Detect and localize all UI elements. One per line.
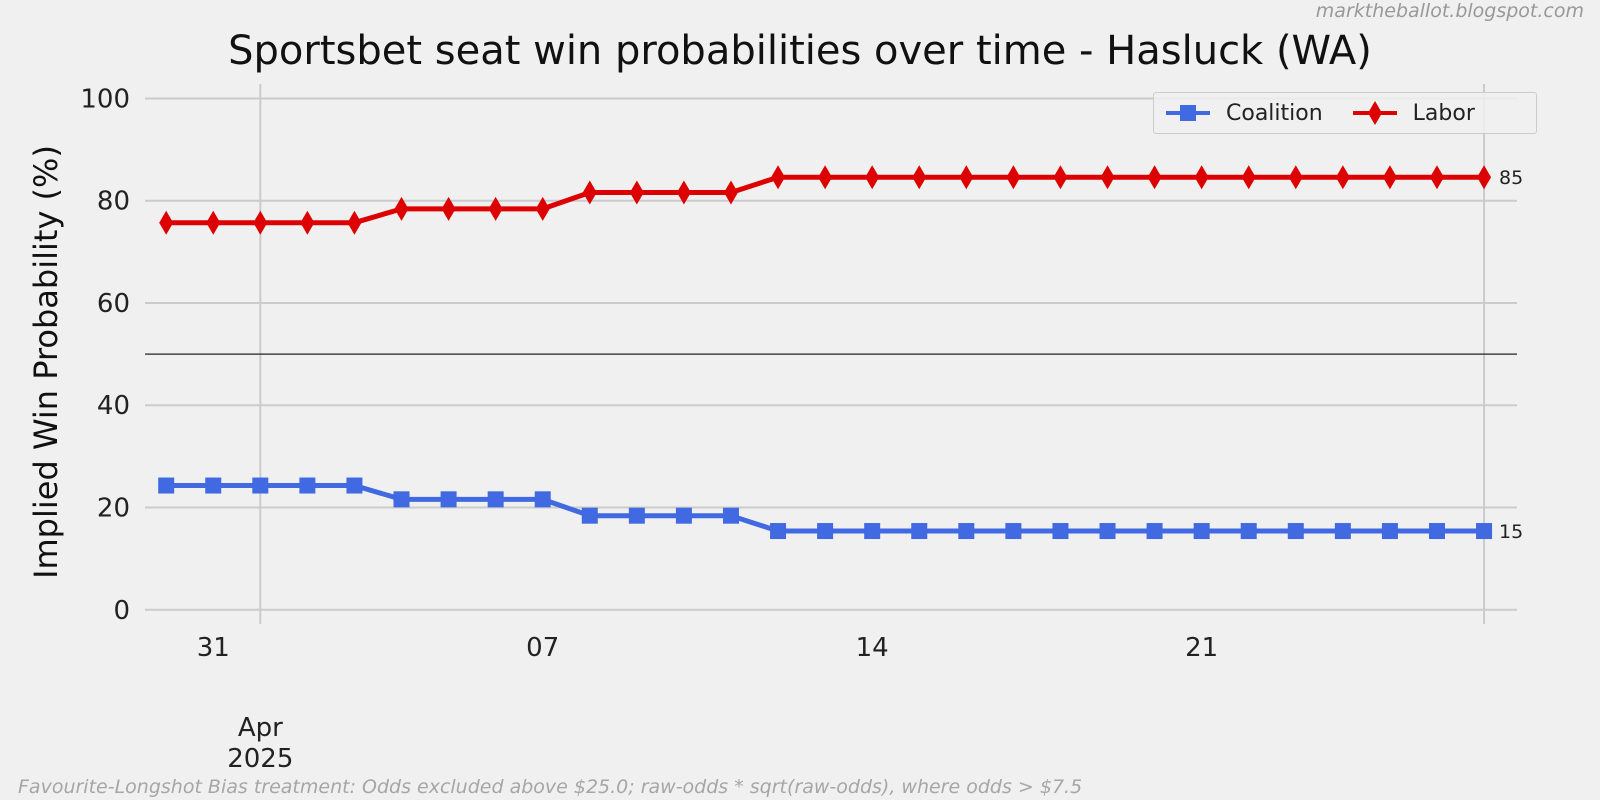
data-point-coalition [911,523,928,540]
legend-item-coalition: Coalition [1164,101,1323,126]
data-point-labor [1288,165,1303,190]
x-tick-label: 21 [1185,633,1218,663]
data-point-coalition [487,491,504,508]
data-point-labor [300,210,315,235]
data-point-labor [1053,165,1068,190]
data-point-coalition [1476,523,1493,540]
y-tick-label: 80 [97,187,130,217]
data-point-labor [1147,165,1162,190]
data-point-labor [1241,165,1256,190]
data-point-labor [629,180,644,205]
legend-label-labor: Labor [1412,100,1475,126]
footnote: Favourite-Longshot Bias treatment: Odds … [18,776,1083,798]
data-point-coalition [534,491,551,508]
x-month-label: Apr [238,713,283,743]
end-label-coalition: 15 [1499,521,1523,543]
data-point-coalition [346,477,363,494]
legend-square-marker-icon [1166,105,1210,121]
data-point-coalition [1193,523,1210,540]
data-point-labor [535,196,550,221]
data-point-coalition [158,477,175,494]
data-point-coalition [1334,523,1351,540]
y-tick-label: 20 [97,494,130,524]
data-point-labor [159,210,174,235]
legend-diamond-marker-icon [1352,101,1397,125]
data-point-coalition [1428,523,1445,540]
data-point-coalition [1005,523,1022,540]
data-point-labor [1335,165,1350,190]
data-point-labor [959,165,974,190]
data-point-coalition [1146,523,1163,540]
data-point-labor [1382,165,1397,190]
data-point-coalition [252,477,269,494]
x-tick-label: 07 [526,633,559,663]
data-point-labor [771,165,786,190]
data-point-labor [1006,165,1021,190]
data-point-labor [582,180,597,205]
x-year-label: 2025 [227,744,293,774]
data-point-labor [912,165,927,190]
data-point-coalition [958,523,975,540]
legend-item-labor: Labor [1351,99,1475,127]
data-point-coalition [1240,523,1257,540]
legend: Coalition Labor [1153,92,1537,134]
y-tick-label: 60 [97,289,130,319]
data-point-labor [1194,165,1209,190]
data-point-coalition [864,523,881,540]
end-label-labor: 85 [1499,167,1523,189]
data-point-labor [723,180,738,205]
data-point-coalition [1381,523,1398,540]
data-point-labor [818,165,833,190]
y-tick-label: 0 [113,596,130,626]
data-point-labor [488,196,503,221]
data-point-coalition [1052,523,1069,540]
data-point-coalition [393,491,410,508]
data-point-labor [1429,165,1444,190]
data-point-coalition [205,477,222,494]
chart-title: Sportsbet seat win probabilities over ti… [228,28,1372,74]
data-point-labor [676,180,691,205]
data-point-coalition [581,507,598,524]
data-point-labor [1100,165,1115,190]
y-tick-label: 100 [80,84,130,114]
data-point-coalition [722,507,739,524]
data-point-labor [1477,165,1492,190]
x-tick-label: 31 [197,633,230,663]
watermark: marktheballot.blogspot.com [1315,0,1584,22]
data-point-coalition [1287,523,1304,540]
data-point-labor [253,210,268,235]
data-point-labor [394,196,409,221]
data-point-labor [206,210,221,235]
legend-label-coalition: Coalition [1226,100,1323,126]
data-point-labor [347,210,362,235]
data-point-coalition [817,523,834,540]
data-point-coalition [440,491,457,508]
data-point-coalition [299,477,316,494]
x-tick-label: 14 [856,633,889,663]
data-point-labor [865,165,880,190]
data-point-coalition [675,507,692,524]
data-point-coalition [628,507,645,524]
data-point-coalition [770,523,787,540]
y-tick-label: 40 [97,391,130,421]
data-point-coalition [1099,523,1116,540]
data-point-labor [441,196,456,221]
